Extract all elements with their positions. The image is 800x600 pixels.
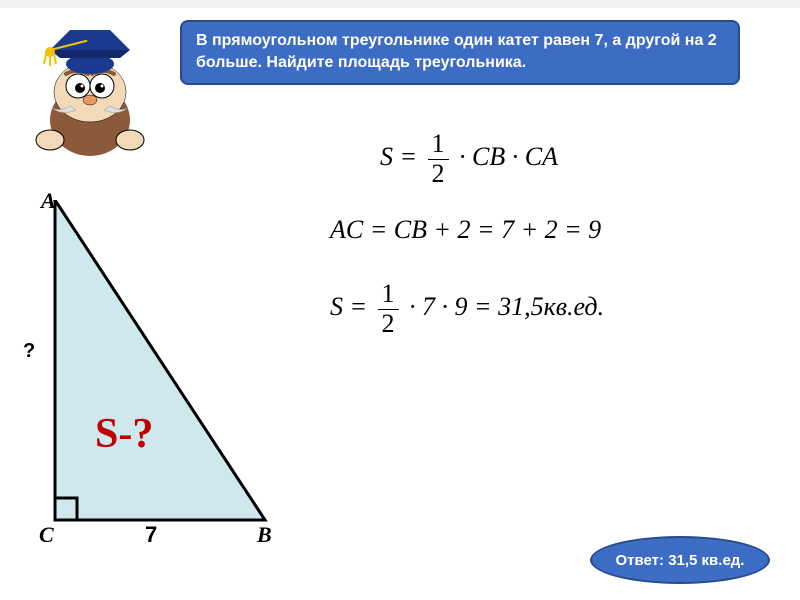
equation-1: S = 1 2 · CB · CA bbox=[380, 130, 558, 188]
eq3-num: 1 bbox=[378, 280, 399, 310]
triangle-diagram: A C B ? 7 S-? bbox=[45, 200, 275, 550]
side-CA-label: ? bbox=[23, 340, 35, 363]
vertex-B: B bbox=[257, 522, 272, 548]
eq1-post: · CB · CA bbox=[459, 142, 558, 171]
eq3-den: 2 bbox=[378, 310, 399, 339]
area-question-label: S-? bbox=[95, 410, 153, 458]
equation-3: S = 1 2 · 7 · 9 = 31,5кв.ед. bbox=[330, 280, 604, 338]
eq2-text: AC = CB + 2 = 7 + 2 = 9 bbox=[330, 215, 601, 244]
top-gradient bbox=[0, 0, 800, 8]
vertex-C: C bbox=[39, 522, 54, 548]
eq1-num: 1 bbox=[428, 130, 449, 160]
mascot-owl bbox=[20, 20, 160, 160]
problem-statement-box: В прямоугольном треугольнике один катет … bbox=[180, 20, 740, 85]
eq3-pre: S = bbox=[330, 292, 367, 321]
answer-badge: Ответ: 31,5 кв.ед. bbox=[590, 536, 770, 584]
eq3-post: · 7 · 9 = 31,5кв.ед. bbox=[409, 292, 604, 321]
problem-text: В прямоугольном треугольнике один катет … bbox=[196, 32, 717, 71]
equation-2: AC = CB + 2 = 7 + 2 = 9 bbox=[330, 215, 601, 245]
vertex-A: A bbox=[41, 188, 56, 214]
side-CB-label: 7 bbox=[145, 522, 157, 548]
eq1-den: 2 bbox=[428, 160, 449, 189]
answer-text: Ответ: 31,5 кв.ед. bbox=[616, 552, 745, 569]
eq1-pre: S = bbox=[380, 142, 417, 171]
